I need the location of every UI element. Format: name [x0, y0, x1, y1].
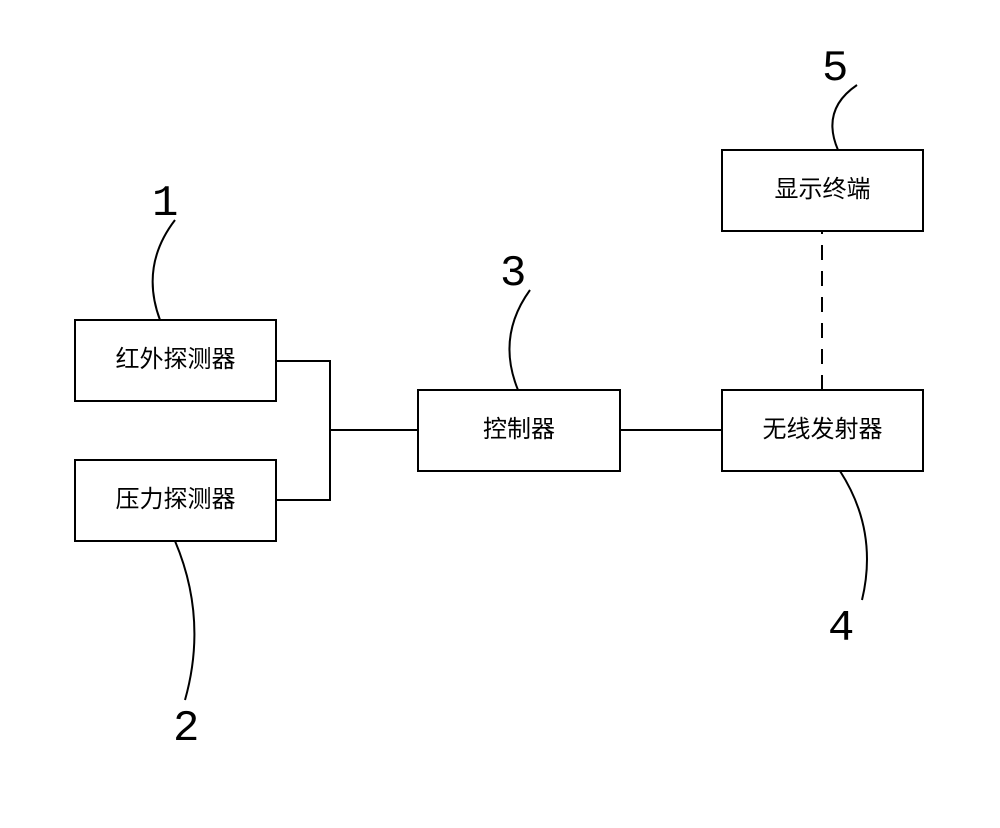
- node-label: 显示终端: [775, 176, 871, 203]
- node-display-terminal: 显示终端: [722, 150, 923, 231]
- node-wireless-transmitter: 无线发射器: [722, 390, 923, 471]
- node-controller: 控制器: [418, 390, 620, 471]
- leader-line: [509, 290, 530, 390]
- node-label: 压力探测器: [116, 486, 236, 513]
- node-label: 无线发射器: [763, 416, 883, 443]
- node-label: 控制器: [483, 416, 555, 443]
- node-label: 红外探测器: [116, 346, 236, 373]
- edge: [276, 430, 330, 500]
- leader-number: 4: [828, 604, 854, 654]
- leader-number: 2: [173, 704, 199, 754]
- leader-number: 1: [152, 179, 178, 229]
- node-infrared-detector: 红外探测器: [75, 320, 276, 401]
- leader-line: [840, 471, 867, 600]
- leader-line: [832, 85, 857, 150]
- node-pressure-detector: 压力探测器: [75, 460, 276, 541]
- block-diagram: 红外探测器 压力探测器 控制器 无线发射器 显示终端 1 2 3 4 5: [0, 0, 1000, 828]
- edge: [276, 361, 418, 430]
- leader-line: [153, 220, 175, 320]
- leader-number: 5: [822, 44, 848, 94]
- leader-line: [175, 541, 194, 700]
- leader-number: 3: [500, 249, 526, 299]
